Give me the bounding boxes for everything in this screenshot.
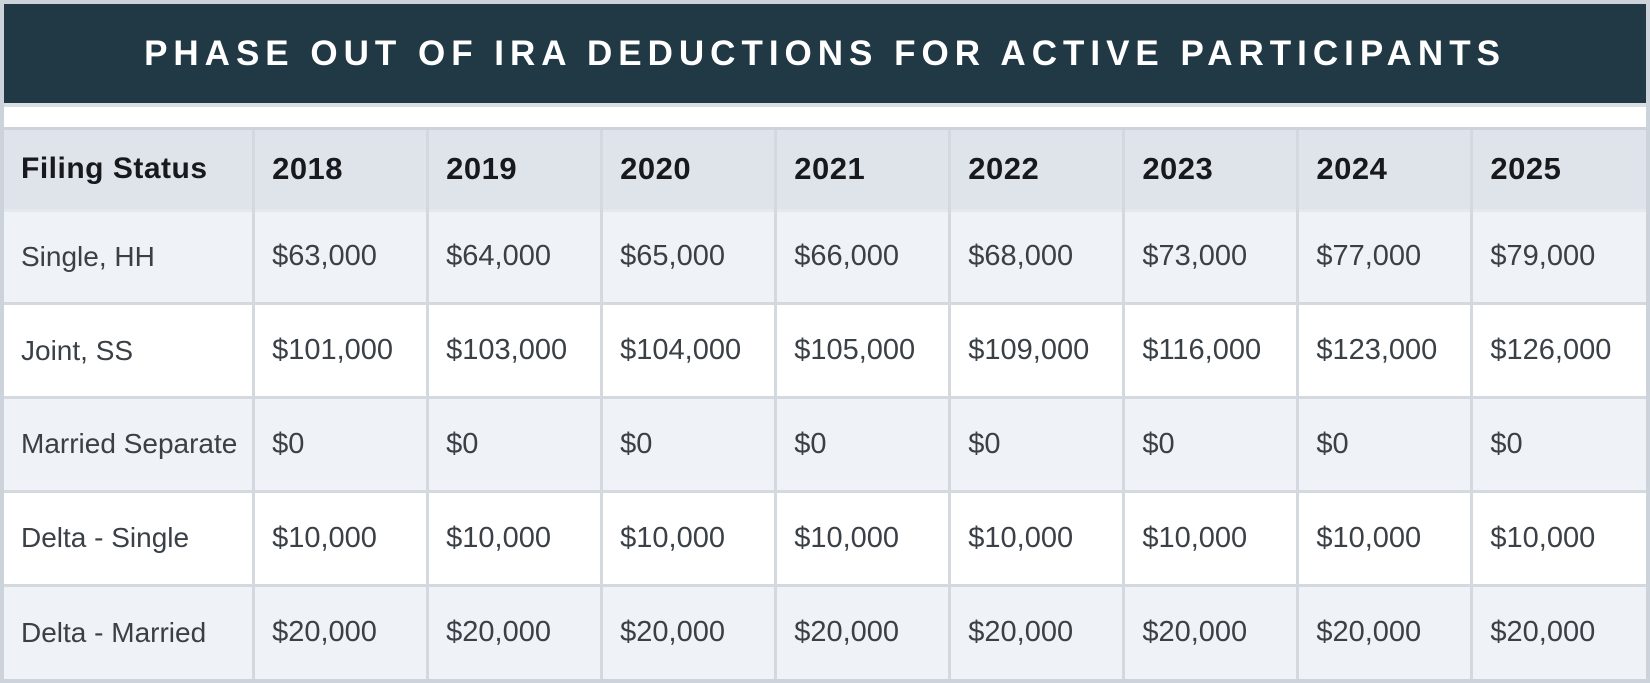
year-column-header: 2020 — [600, 130, 776, 210]
value-cell: $79,000 — [1470, 210, 1646, 304]
value-cell: $10,000 — [1122, 491, 1298, 586]
value-cell: $104,000 — [600, 303, 776, 398]
value-cell: $0 — [1122, 397, 1298, 492]
table-body: Single, HH $63,000 $64,000 $65,000 $66,000 $6… — [4, 210, 1646, 679]
value-cell: $10,000 — [426, 491, 602, 586]
value-cell: $20,000 — [948, 585, 1124, 679]
value-cell: $20,000 — [600, 585, 776, 679]
value-cell: $116,000 — [1122, 303, 1298, 398]
value-cell: $109,000 — [948, 303, 1124, 398]
header-row: Filing Status 2018 2019 2020 2021 2022 2023 202… — [4, 130, 1646, 210]
value-cell: $66,000 — [774, 210, 950, 304]
table-card: PHASE OUT OF IRA DEDUCTIONS FOR ACTIVE P… — [4, 4, 1646, 679]
title-bar: PHASE OUT OF IRA DEDUCTIONS FOR ACTIVE P… — [4, 4, 1646, 107]
value-cell: $64,000 — [426, 210, 602, 304]
year-column-header: 2018 — [252, 130, 428, 210]
year-column-header: 2023 — [1122, 130, 1298, 210]
year-column-header: 2021 — [774, 130, 950, 210]
value-cell: $20,000 — [252, 585, 428, 679]
row-label: Delta - Single — [21, 522, 190, 554]
value-cell: $105,000 — [774, 303, 950, 398]
table-row: Married Separate $0 $0 $0 $0 $0 $0 $0 $0 — [4, 397, 1646, 492]
filing-status-column-header: Filing Status — [21, 152, 208, 186]
year-column-header: 2022 — [948, 130, 1124, 210]
table-header: Filing Status 2018 2019 2020 2021 2022 2023 202… — [4, 130, 1646, 210]
value-cell: $20,000 — [1470, 585, 1646, 679]
value-cell: $123,000 — [1296, 303, 1472, 398]
page-title: PHASE OUT OF IRA DEDUCTIONS FOR ACTIVE P… — [144, 33, 1506, 73]
value-cell: $0 — [1470, 397, 1646, 492]
year-column-header: 2025 — [1470, 130, 1646, 210]
value-cell: $20,000 — [1296, 585, 1472, 679]
year-column-header: 2019 — [426, 130, 602, 210]
value-cell: $63,000 — [252, 210, 428, 304]
value-cell: $73,000 — [1122, 210, 1298, 304]
value-cell: $10,000 — [1296, 491, 1472, 586]
table-container: Filing Status 2018 2019 2020 2021 2022 2023 202… — [4, 127, 1646, 679]
value-cell: $20,000 — [774, 585, 950, 679]
value-cell: $126,000 — [1470, 303, 1646, 398]
table-row: Delta - Single $10,000 $10,000 $10,000 $10,0… — [4, 491, 1646, 586]
table-row: Delta - Married $20,000 $20,000 $20,000 $20,… — [4, 585, 1646, 679]
row-label: Delta - Married — [21, 616, 207, 648]
row-label: Single, HH — [21, 240, 155, 272]
row-label: Married Separate — [21, 428, 238, 460]
value-cell: $65,000 — [600, 210, 776, 304]
table-row: Joint, SS $101,000 $103,000 $104,000 $105,00… — [4, 303, 1646, 398]
year-column-header: 2024 — [1296, 130, 1472, 210]
value-cell: $0 — [1296, 397, 1472, 492]
value-cell: $103,000 — [426, 303, 602, 398]
value-cell: $0 — [600, 397, 776, 492]
value-cell: $101,000 — [252, 303, 428, 398]
table-row: Single, HH $63,000 $64,000 $65,000 $66,000 $6… — [4, 210, 1646, 304]
value-cell: $68,000 — [948, 210, 1124, 304]
value-cell: $0 — [774, 397, 950, 492]
value-cell: $10,000 — [774, 491, 950, 586]
value-cell: $10,000 — [1470, 491, 1646, 586]
value-cell: $10,000 — [600, 491, 776, 586]
value-cell: $0 — [252, 397, 428, 492]
value-cell: $10,000 — [948, 491, 1124, 586]
value-cell: $10,000 — [252, 491, 428, 586]
ira-phaseout-table: Filing Status 2018 2019 2020 2021 2022 2023 202… — [4, 130, 1646, 679]
row-label: Joint, SS — [21, 334, 134, 366]
value-cell: $0 — [948, 397, 1124, 492]
value-cell: $20,000 — [1122, 585, 1298, 679]
value-cell: $77,000 — [1296, 210, 1472, 304]
value-cell: $0 — [426, 397, 602, 492]
title-table-gap — [4, 107, 1646, 127]
value-cell: $20,000 — [426, 585, 602, 679]
